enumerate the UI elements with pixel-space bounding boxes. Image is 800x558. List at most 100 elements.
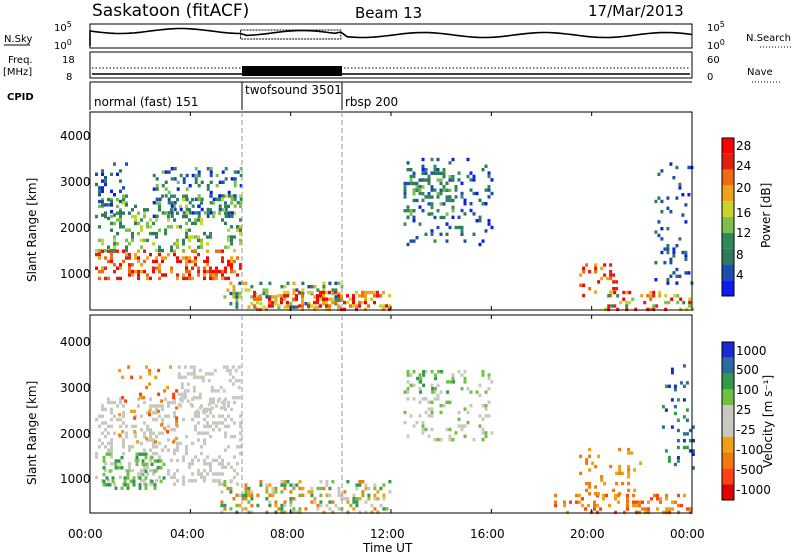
heatmap-cell <box>200 221 203 226</box>
heatmap-cell <box>603 263 607 267</box>
heatmap-cell <box>110 199 113 204</box>
heatmap-cell <box>434 373 438 377</box>
heatmap-cell <box>581 497 584 501</box>
heatmap-cell <box>666 227 670 231</box>
heatmap-cell <box>256 295 260 299</box>
heatmap-cell <box>274 503 278 508</box>
heatmap-cell <box>436 383 440 387</box>
heatmap-cell <box>481 404 485 408</box>
heatmap-cell <box>128 445 131 449</box>
power-cbar-tick-20: 20 <box>736 181 751 195</box>
heatmap-cell <box>669 261 673 265</box>
heatmap-cell <box>101 213 104 217</box>
heatmap-cell <box>146 208 149 212</box>
heatmap-cell <box>445 181 449 185</box>
heatmap-cell <box>328 486 332 491</box>
heatmap-cell <box>334 300 337 305</box>
heatmap-cell <box>179 259 182 264</box>
heatmap-cell <box>250 503 254 508</box>
heatmap-cell <box>355 290 358 295</box>
heatmap-cell <box>188 276 191 281</box>
heatmap-cell <box>119 424 122 429</box>
heatmap-cell <box>212 201 215 205</box>
heatmap-cell <box>140 218 143 222</box>
heatmap-cell <box>370 290 373 295</box>
heatmap-cell <box>594 464 598 469</box>
heatmap-cell <box>221 180 225 184</box>
heatmap-cell <box>233 211 236 215</box>
heatmap-cell <box>164 194 168 198</box>
heatmap-cell <box>666 278 670 282</box>
heatmap-cell <box>164 228 167 232</box>
heatmap-cell <box>203 458 206 463</box>
heatmap-cell <box>268 297 271 301</box>
heatmap-cell <box>227 235 230 239</box>
heatmap-cell <box>436 157 440 162</box>
heatmap-cell <box>289 483 293 487</box>
heatmap-cell <box>126 476 130 480</box>
heatmap-cell <box>230 242 233 246</box>
heatmap-cell <box>215 421 218 425</box>
heatmap-cell <box>229 507 233 511</box>
heatmap-cell <box>452 380 456 384</box>
heatmap-cell <box>233 269 236 274</box>
heatmap-cell <box>478 219 482 223</box>
heatmap-cell <box>292 497 296 501</box>
heatmap-cell <box>664 384 668 388</box>
heatmap-cell <box>484 404 488 408</box>
heatmap-cell <box>116 197 119 202</box>
heatmap-cell <box>221 170 225 174</box>
heatmap-cell <box>225 368 229 373</box>
heatmap-cell <box>675 244 679 248</box>
heatmap-cell <box>268 493 272 497</box>
heatmap-cell <box>229 291 233 296</box>
heatmap-cell <box>409 168 413 172</box>
heatmap-cell <box>116 231 119 236</box>
heatmap-cell <box>182 238 185 243</box>
heatmap-cell <box>421 209 425 213</box>
heatmap-cell <box>427 192 431 196</box>
heatmap-cell <box>110 448 113 452</box>
heatmap-cell <box>607 307 611 312</box>
heatmap-cell <box>157 368 161 373</box>
heatmap-cell <box>364 300 367 305</box>
heatmap-cell <box>244 486 248 491</box>
heatmap-cell <box>107 441 110 446</box>
heatmap-cell <box>421 424 425 428</box>
heatmap-cell <box>274 510 278 514</box>
heatmap-cell <box>156 459 160 463</box>
heatmap-cell <box>149 231 152 236</box>
heatmap-cell <box>439 215 443 220</box>
heatmap-cell <box>457 171 461 175</box>
heatmap-cell <box>149 407 152 412</box>
heatmap-cell <box>155 177 159 181</box>
heatmap-cell <box>233 180 237 184</box>
heatmap-cell <box>406 215 410 220</box>
heatmap-cell <box>191 479 194 483</box>
heatmap-cell <box>203 441 206 446</box>
heatmap-cell <box>121 430 125 434</box>
heatmap-cell <box>463 370 467 374</box>
heatmap-cell <box>137 231 140 236</box>
heatmap-cell <box>578 493 581 498</box>
heatmap-cell <box>119 263 122 267</box>
heatmap-cell <box>340 497 344 501</box>
heatmap-cell <box>682 432 686 436</box>
heatmap-cell <box>418 387 422 391</box>
heatmap-cell <box>310 285 314 289</box>
heatmap-cell <box>334 290 337 295</box>
heatmap-cell <box>197 211 201 215</box>
heatmap-cell <box>194 424 197 429</box>
heatmap-cell <box>463 376 467 381</box>
heatmap-cell <box>140 269 143 274</box>
heatmap-cell <box>666 206 670 210</box>
heatmap-cell <box>412 209 416 213</box>
heatmap-cell <box>364 297 367 301</box>
heatmap-cell <box>633 468 637 472</box>
power-panel: 4000 3000 2000 1000 Slant Range [km] Pow… <box>25 111 773 312</box>
heatmap-cell <box>481 370 485 374</box>
heatmap-cell <box>149 404 152 408</box>
heatmap-cell <box>661 425 665 429</box>
power-cbar-tick-28: 28 <box>736 139 751 153</box>
heatmap-cell <box>152 231 155 236</box>
